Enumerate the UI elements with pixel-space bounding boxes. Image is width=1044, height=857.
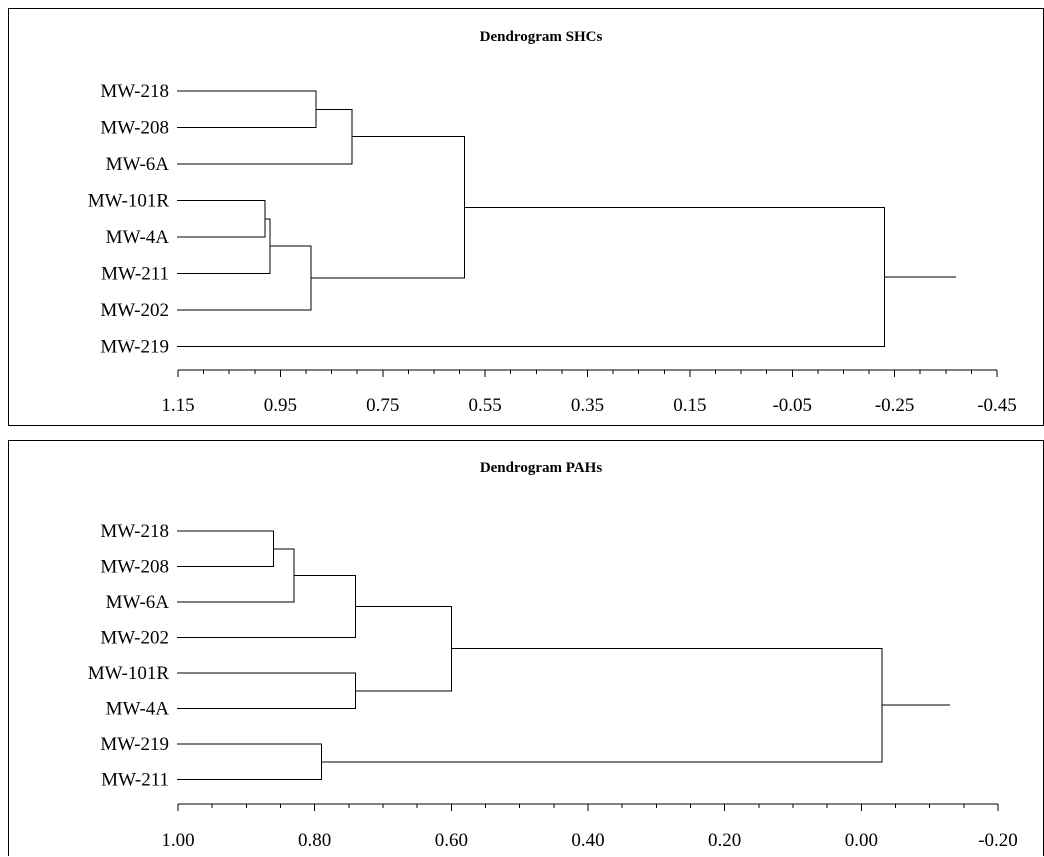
x-tick-label: -0.05 bbox=[772, 395, 812, 416]
dendrogram-shcs-svg: Dendrogram SHCs MW-218 MW-208 MW-6A MW-101R… bbox=[88, 29, 1017, 416]
x-tick-label: -0.20 bbox=[978, 830, 1018, 851]
leaf-label: MW-208 bbox=[100, 557, 169, 578]
merge-link bbox=[177, 108, 353, 165]
x-tick-label: 0.60 bbox=[435, 830, 468, 851]
merge-link bbox=[177, 672, 357, 709]
chart-title: Dendrogram SHCs bbox=[480, 29, 603, 45]
merge-link bbox=[177, 200, 266, 238]
merge-link bbox=[177, 530, 275, 567]
leaf-label: MW-208 bbox=[100, 118, 169, 139]
x-tick-label: 0.80 bbox=[298, 830, 331, 851]
merge-link bbox=[355, 605, 452, 692]
leaf-label: MW-219 bbox=[100, 734, 169, 755]
merge-link bbox=[311, 136, 466, 279]
chart-title: Dendrogram PAHs bbox=[480, 460, 603, 476]
x-tick-label: 0.95 bbox=[264, 395, 297, 416]
x-tick-label: 0.75 bbox=[366, 395, 399, 416]
merge-link bbox=[177, 574, 357, 638]
merge-link bbox=[177, 206, 885, 347]
merge-link bbox=[177, 743, 322, 780]
x-tick-label: 0.15 bbox=[673, 395, 706, 416]
x-tick-label: 0.20 bbox=[708, 830, 741, 851]
leaf-label: MW-211 bbox=[101, 264, 169, 285]
x-tick-label: 0.00 bbox=[845, 830, 878, 851]
leaf-label: MW-219 bbox=[100, 337, 169, 358]
leaf-label: MW-218 bbox=[100, 521, 169, 542]
leaf-label: MW-4A bbox=[106, 699, 170, 720]
x-tick-label: 1.15 bbox=[161, 395, 194, 416]
leaf-label: MW-101R bbox=[88, 191, 170, 212]
merge-link bbox=[177, 218, 271, 274]
x-tick-label: 1.00 bbox=[161, 830, 194, 851]
leaf-label: MW-218 bbox=[100, 81, 169, 102]
x-tick-label: -0.45 bbox=[977, 395, 1017, 416]
merge-link bbox=[177, 90, 317, 128]
x-tick-label: 0.55 bbox=[469, 395, 502, 416]
x-tick-label: 0.40 bbox=[571, 830, 604, 851]
leaf-label: MW-202 bbox=[100, 300, 169, 321]
leaf-label: MW-202 bbox=[100, 628, 169, 649]
merge-link bbox=[177, 245, 312, 311]
dendrogram-pahs-panel: Dendrogram PAHs MW-218 MW-208 MW-6A MW-202 M… bbox=[8, 440, 1044, 856]
x-tick-label: -0.25 bbox=[875, 395, 915, 416]
leaf-label: MW-211 bbox=[101, 770, 169, 791]
merge-link bbox=[177, 548, 295, 603]
leaf-label: MW-6A bbox=[106, 154, 170, 175]
x-tick-label: 0.35 bbox=[571, 395, 604, 416]
leaf-label: MW-101R bbox=[88, 663, 170, 684]
merge-link bbox=[321, 648, 883, 763]
leaf-label: MW-4A bbox=[106, 227, 170, 248]
dendrogram-shcs-panel: Dendrogram SHCs MW-218 MW-208 MW-6A MW-101R… bbox=[8, 8, 1044, 426]
leaf-label: MW-6A bbox=[106, 592, 170, 613]
dendrogram-pahs-svg: Dendrogram PAHs MW-218 MW-208 MW-6A MW-202 M… bbox=[88, 460, 1018, 851]
